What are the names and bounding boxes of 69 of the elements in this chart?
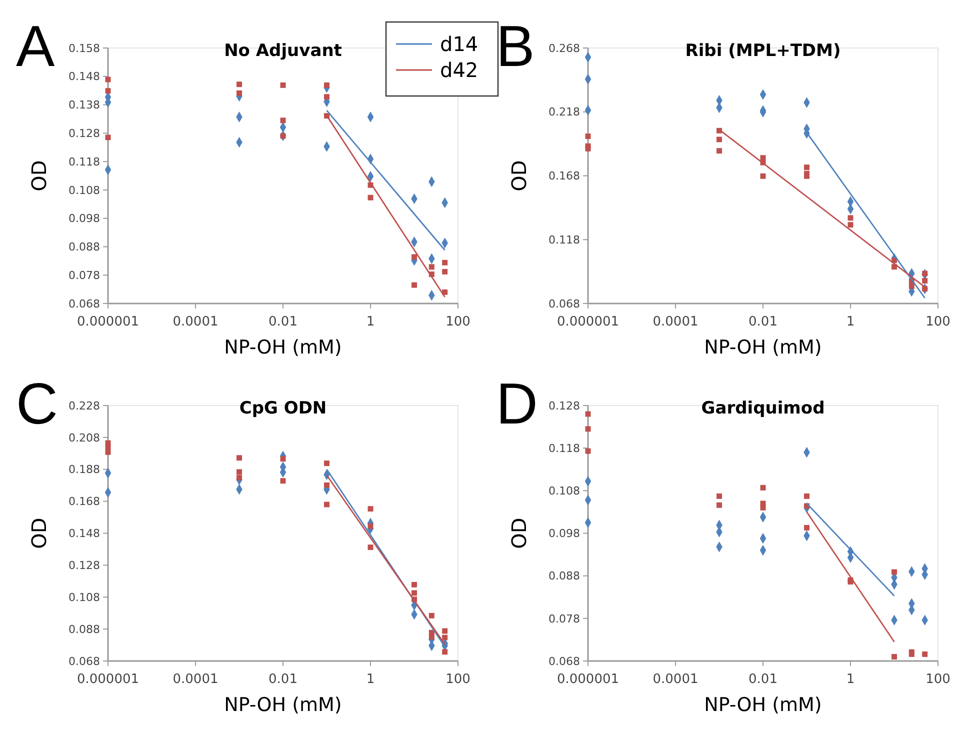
x-tick-label: 0.01 — [748, 314, 778, 330]
y-tick-label: 0.088 — [68, 240, 100, 254]
y-axis-title: OD — [27, 518, 51, 549]
x-axis-title: NP-OH (mM) — [224, 694, 342, 716]
chart-title: Ribi (MPL+TDM) — [685, 41, 841, 61]
y-tick-label: 0.158 — [68, 42, 100, 55]
legend-label: d42 — [440, 58, 478, 82]
y-tick-label: 0.088 — [548, 570, 580, 583]
y-tick-label: 0.078 — [68, 268, 100, 282]
y-tick-label: 0.208 — [68, 431, 100, 444]
x-tick-label: 1 — [366, 314, 375, 330]
y-tick-label: 0.188 — [68, 463, 100, 476]
x-tick-label: 1 — [846, 672, 855, 687]
chart-title: Gardiquimod — [701, 398, 825, 418]
y-tick-label: 0.168 — [68, 495, 100, 508]
x-axis-title: NP-OH (mM) — [704, 694, 822, 716]
x-tick-label: 0.000001 — [556, 672, 620, 687]
x-tick-label: 0.01 — [268, 672, 298, 687]
y-tick-label: 0.068 — [68, 297, 100, 310]
y-axis-title: OD — [27, 160, 51, 192]
x-axis-title: NP-OH (mM) — [704, 336, 822, 358]
y-tick-label: 0.068 — [548, 654, 580, 668]
x-tick-label: 0.0001 — [652, 314, 698, 330]
chart-title: CpG ODN — [239, 398, 327, 418]
text: A — [16, 14, 55, 79]
y-tick-label: 0.148 — [68, 527, 100, 540]
y-tick-label: 0.128 — [68, 127, 100, 140]
y-tick-label: 0.168 — [548, 170, 580, 183]
x-tick-label: 1 — [846, 314, 855, 330]
y-tick-label: 0.118 — [548, 442, 580, 455]
y-tick-label: 0.148 — [68, 70, 100, 84]
y-tick-label: 0.088 — [68, 622, 100, 636]
x-tick-label: 1 — [366, 672, 375, 687]
x-tick-label: 0.000001 — [556, 314, 620, 330]
y-tick-label: 0.128 — [68, 559, 100, 572]
x-tick-label: 0.000001 — [76, 314, 140, 330]
x-tick-label: 0.01 — [268, 314, 298, 330]
y-tick-label: 0.068 — [548, 297, 580, 310]
y-axis-title: OD — [507, 160, 531, 192]
y-tick-label: 0.218 — [548, 106, 580, 119]
y-tick-label: 0.268 — [548, 42, 580, 55]
y-tick-label: 0.108 — [68, 590, 100, 604]
x-tick-label: 100 — [926, 672, 950, 687]
y-tick-label: 0.138 — [68, 98, 100, 112]
y-tick-label: 0.118 — [68, 155, 100, 168]
chart-title: No Adjuvant — [224, 41, 342, 61]
y-tick-label: 0.118 — [548, 233, 580, 246]
text: D — [496, 372, 538, 436]
y-tick-label: 0.098 — [548, 527, 580, 540]
y-tick-label: 0.108 — [68, 184, 100, 197]
x-tick-label: 0.0001 — [172, 314, 218, 330]
x-tick-label: 0.01 — [748, 672, 778, 687]
text: B — [496, 14, 535, 79]
y-tick-label: 0.098 — [68, 212, 100, 226]
y-tick-label: 0.078 — [548, 612, 580, 626]
text: C — [16, 372, 58, 436]
x-tick-label: 100 — [446, 314, 470, 330]
x-tick-label: 0.0001 — [172, 672, 218, 687]
x-axis-title: NP-OH (mM) — [224, 336, 342, 358]
y-tick-label: 0.068 — [68, 654, 100, 668]
y-tick-label: 0.128 — [548, 399, 580, 412]
x-tick-label: 100 — [926, 314, 950, 330]
y-tick-label: 0.228 — [68, 399, 100, 412]
y-axis-title: OD — [507, 518, 531, 549]
x-tick-label: 0.0001 — [652, 672, 698, 687]
y-tick-label: 0.108 — [548, 484, 580, 498]
legend-label: d14 — [440, 32, 478, 56]
x-tick-label: 0.000001 — [76, 672, 140, 687]
x-tick-label: 100 — [446, 672, 470, 687]
